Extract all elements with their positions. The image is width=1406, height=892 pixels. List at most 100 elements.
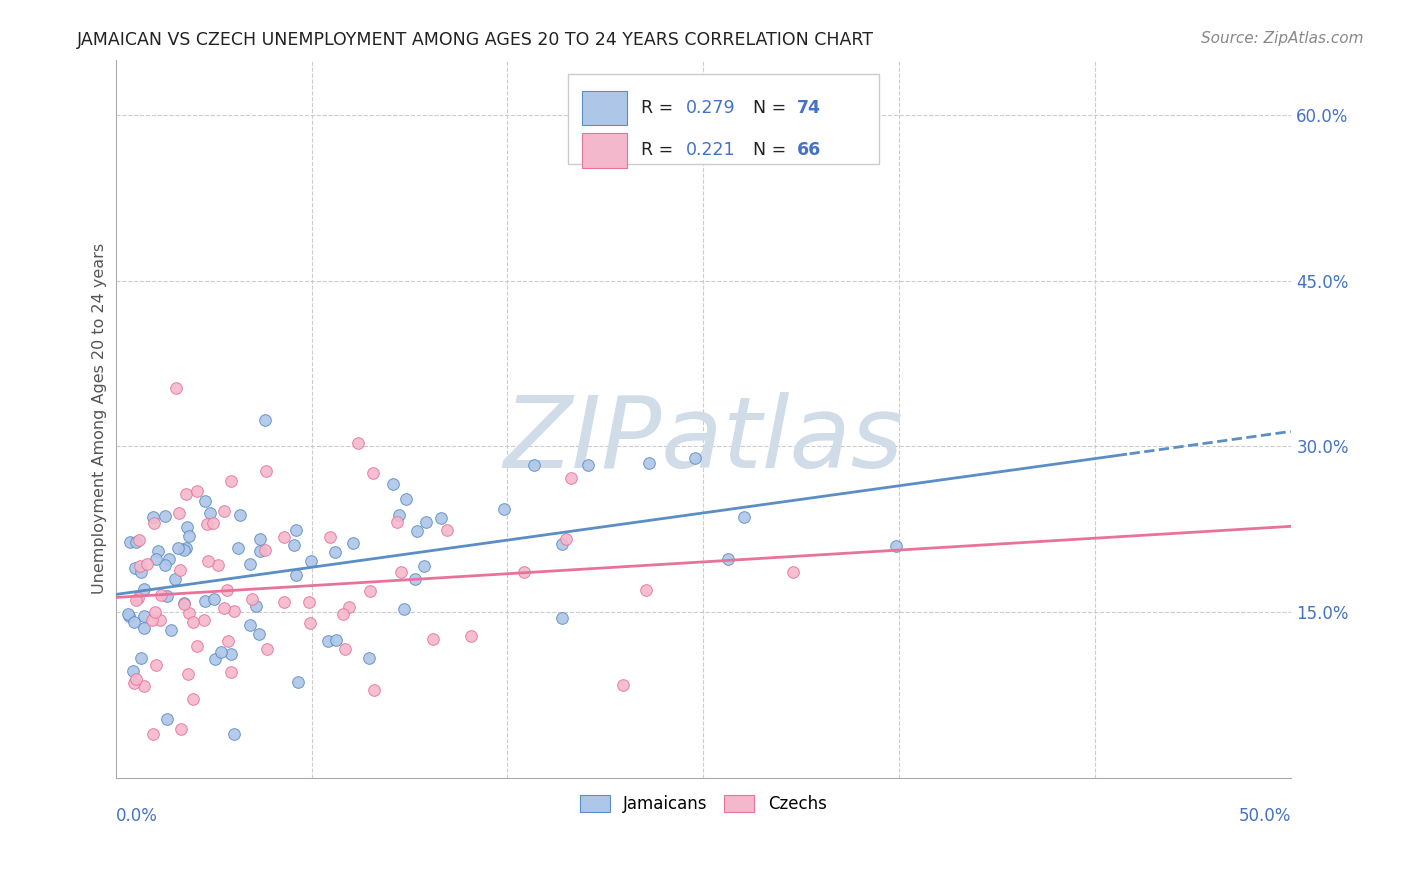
FancyBboxPatch shape [568,74,880,164]
Point [174,541,197,555]
Point [173,543,195,558]
Point [422,632,444,647]
Point [169,563,191,577]
Point [460,629,482,643]
Text: 0.221: 0.221 [686,141,735,160]
Point [389,565,412,579]
Point [560,471,582,485]
Point [415,516,437,530]
Point [202,516,225,531]
Point [128,533,150,547]
Point [513,565,536,579]
Point [239,557,262,571]
Point [145,552,167,566]
Point [217,582,239,597]
Point [170,722,193,736]
Point [204,652,226,666]
Point [217,633,239,648]
Point [283,538,305,552]
Point [193,613,215,627]
Point [388,508,411,523]
Point [392,602,415,616]
Point [576,458,599,473]
Point [143,605,166,619]
Point [160,623,183,637]
Text: 50.0%: 50.0% [1239,806,1291,825]
Point [125,672,148,686]
Point [117,607,139,622]
Point [226,541,249,555]
Point [395,491,418,506]
Point [406,524,429,538]
Point [636,582,658,597]
Point [117,609,139,624]
Point [132,621,155,635]
Point [492,501,515,516]
Point [285,568,308,582]
Point [299,554,322,568]
Point [222,604,245,618]
Point [124,535,146,549]
Point [186,639,208,653]
Point [194,493,217,508]
Point [209,645,232,659]
Point [132,582,155,596]
Point [176,520,198,534]
Text: 66: 66 [797,141,821,160]
Point [253,413,276,427]
Point [181,692,204,706]
Point [284,523,307,537]
Point [363,682,385,697]
Point [127,591,149,605]
Point [733,509,755,524]
Point [249,543,271,558]
Point [212,504,235,518]
Point [165,381,187,395]
Point [612,678,634,692]
Point [167,506,190,520]
Point [273,530,295,544]
Point [194,594,217,608]
Point [318,634,340,648]
Point [219,648,242,662]
Point [165,572,187,586]
Point [332,607,354,621]
Point [245,599,267,613]
Point [183,615,205,629]
Point [197,554,219,568]
Point [319,530,342,544]
Point [228,508,250,522]
Point [551,611,574,625]
Point [359,584,381,599]
Point [219,665,242,679]
Point [128,559,150,574]
Point [200,507,222,521]
Point [297,595,319,609]
Point [132,679,155,693]
Point [179,606,201,620]
Point [173,596,195,610]
Text: 0.279: 0.279 [686,99,735,117]
Point [256,641,278,656]
Y-axis label: Unemployment Among Ages 20 to 24 years: Unemployment Among Ages 20 to 24 years [93,244,107,594]
Point [125,592,148,607]
Text: R =: R = [641,141,679,160]
Point [287,675,309,690]
Point [177,529,200,543]
Point [156,589,179,603]
Legend: Jamaicans, Czechs: Jamaicans, Czechs [574,789,834,820]
Point [249,533,271,547]
Point [523,458,546,472]
Point [342,535,364,549]
Point [134,609,156,624]
Point [212,600,235,615]
Point [167,541,190,556]
Point [177,666,200,681]
Point [174,487,197,501]
Point [337,600,360,615]
Point [146,544,169,558]
Point [173,597,195,611]
Point [142,510,165,524]
Text: N =: N = [752,141,792,160]
Point [381,477,404,491]
